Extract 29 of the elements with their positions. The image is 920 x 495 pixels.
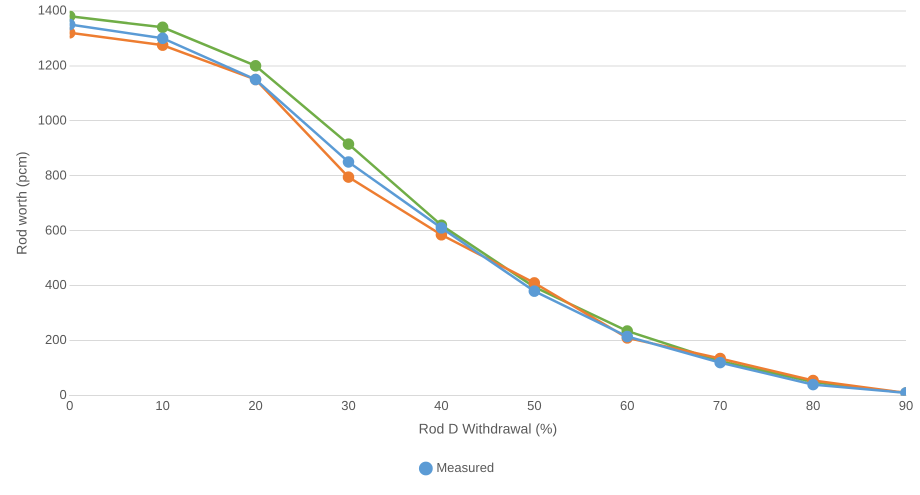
y-tick-label: 0 [59,387,67,402]
y-tick-label: 1400 [38,2,67,18]
y-tick-label: 400 [45,277,67,292]
x-axis-title: Rod D Withdrawal (%) [418,420,558,436]
x-tick-label: 30 [341,398,356,413]
point [528,285,540,297]
point [156,32,168,44]
x-tick-label: 10 [155,398,170,413]
x-tick-label: 80 [806,398,820,413]
y-tick-label: 600 [45,222,67,238]
point [156,22,168,34]
point [342,138,354,150]
x-tick-label: 90 [898,398,914,413]
y-tick-label: 1000 [38,112,67,128]
point [250,60,262,72]
y-tick-label: 200 [45,332,67,348]
x-tick-label: 20 [248,398,263,413]
x-tick-label: 70 [712,398,728,413]
y-tick-label: 800 [45,167,67,182]
x-tick-label: 50 [527,398,542,413]
x-tick-label: 60 [620,398,634,413]
x-tick-label: 40 [434,398,449,413]
y-tick-label: 1200 [38,57,67,72]
legend-label: Measured [436,460,494,476]
point [807,378,819,390]
y-axis-title: Rod worth (pcm) [13,151,30,255]
point [342,171,354,183]
point [342,156,354,168]
point [436,222,448,234]
